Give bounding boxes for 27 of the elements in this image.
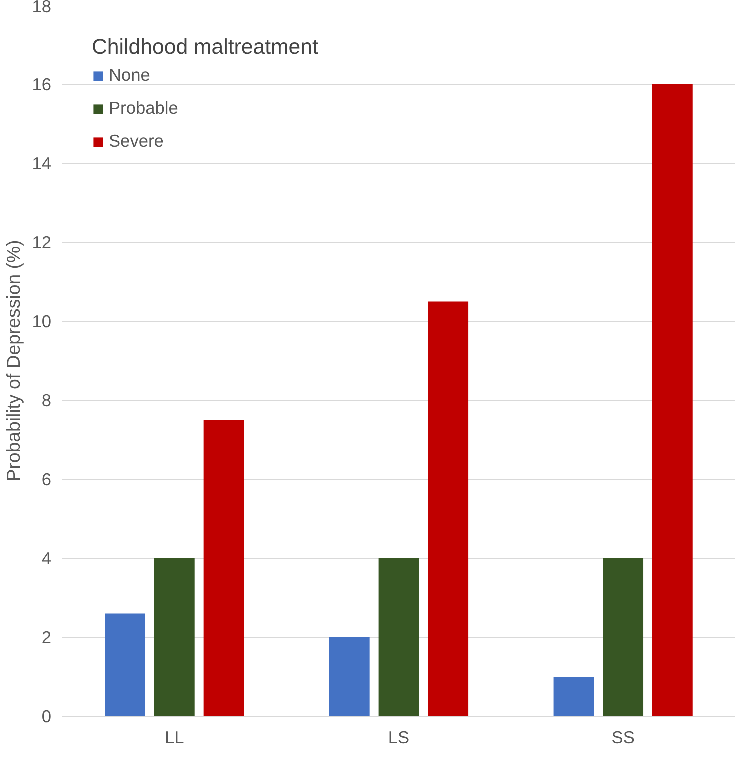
legend-label: None <box>109 65 150 86</box>
x-tick-label: SS <box>612 728 635 748</box>
y-tick-label: 18 <box>32 0 52 16</box>
legend-label: Probable <box>109 98 178 119</box>
x-tick-label: LL <box>165 728 185 748</box>
y-tick-label: 14 <box>32 154 52 174</box>
bar <box>428 302 469 716</box>
bar <box>204 420 244 716</box>
y-tick-label: 12 <box>32 232 52 252</box>
y-tick-label: 10 <box>32 312 52 332</box>
bar <box>603 558 644 716</box>
bar <box>329 638 370 716</box>
y-axis-title: Probability of Depression (%) <box>3 240 24 482</box>
y-tick-label: 0 <box>42 706 52 726</box>
bar <box>554 677 594 716</box>
legend-title: Childhood maltreatment <box>92 35 318 60</box>
bar <box>154 558 195 716</box>
y-tick-label: 4 <box>42 548 52 568</box>
x-tick-label: LS <box>388 728 410 748</box>
bar <box>378 558 420 716</box>
legend-label: Severe <box>109 131 164 152</box>
y-tick-label: 8 <box>42 390 52 410</box>
y-tick-label: 2 <box>42 628 52 648</box>
y-tick-label: 6 <box>42 470 52 490</box>
y-tick-label: 16 <box>32 74 52 94</box>
bar <box>105 614 146 716</box>
bar <box>652 84 693 716</box>
